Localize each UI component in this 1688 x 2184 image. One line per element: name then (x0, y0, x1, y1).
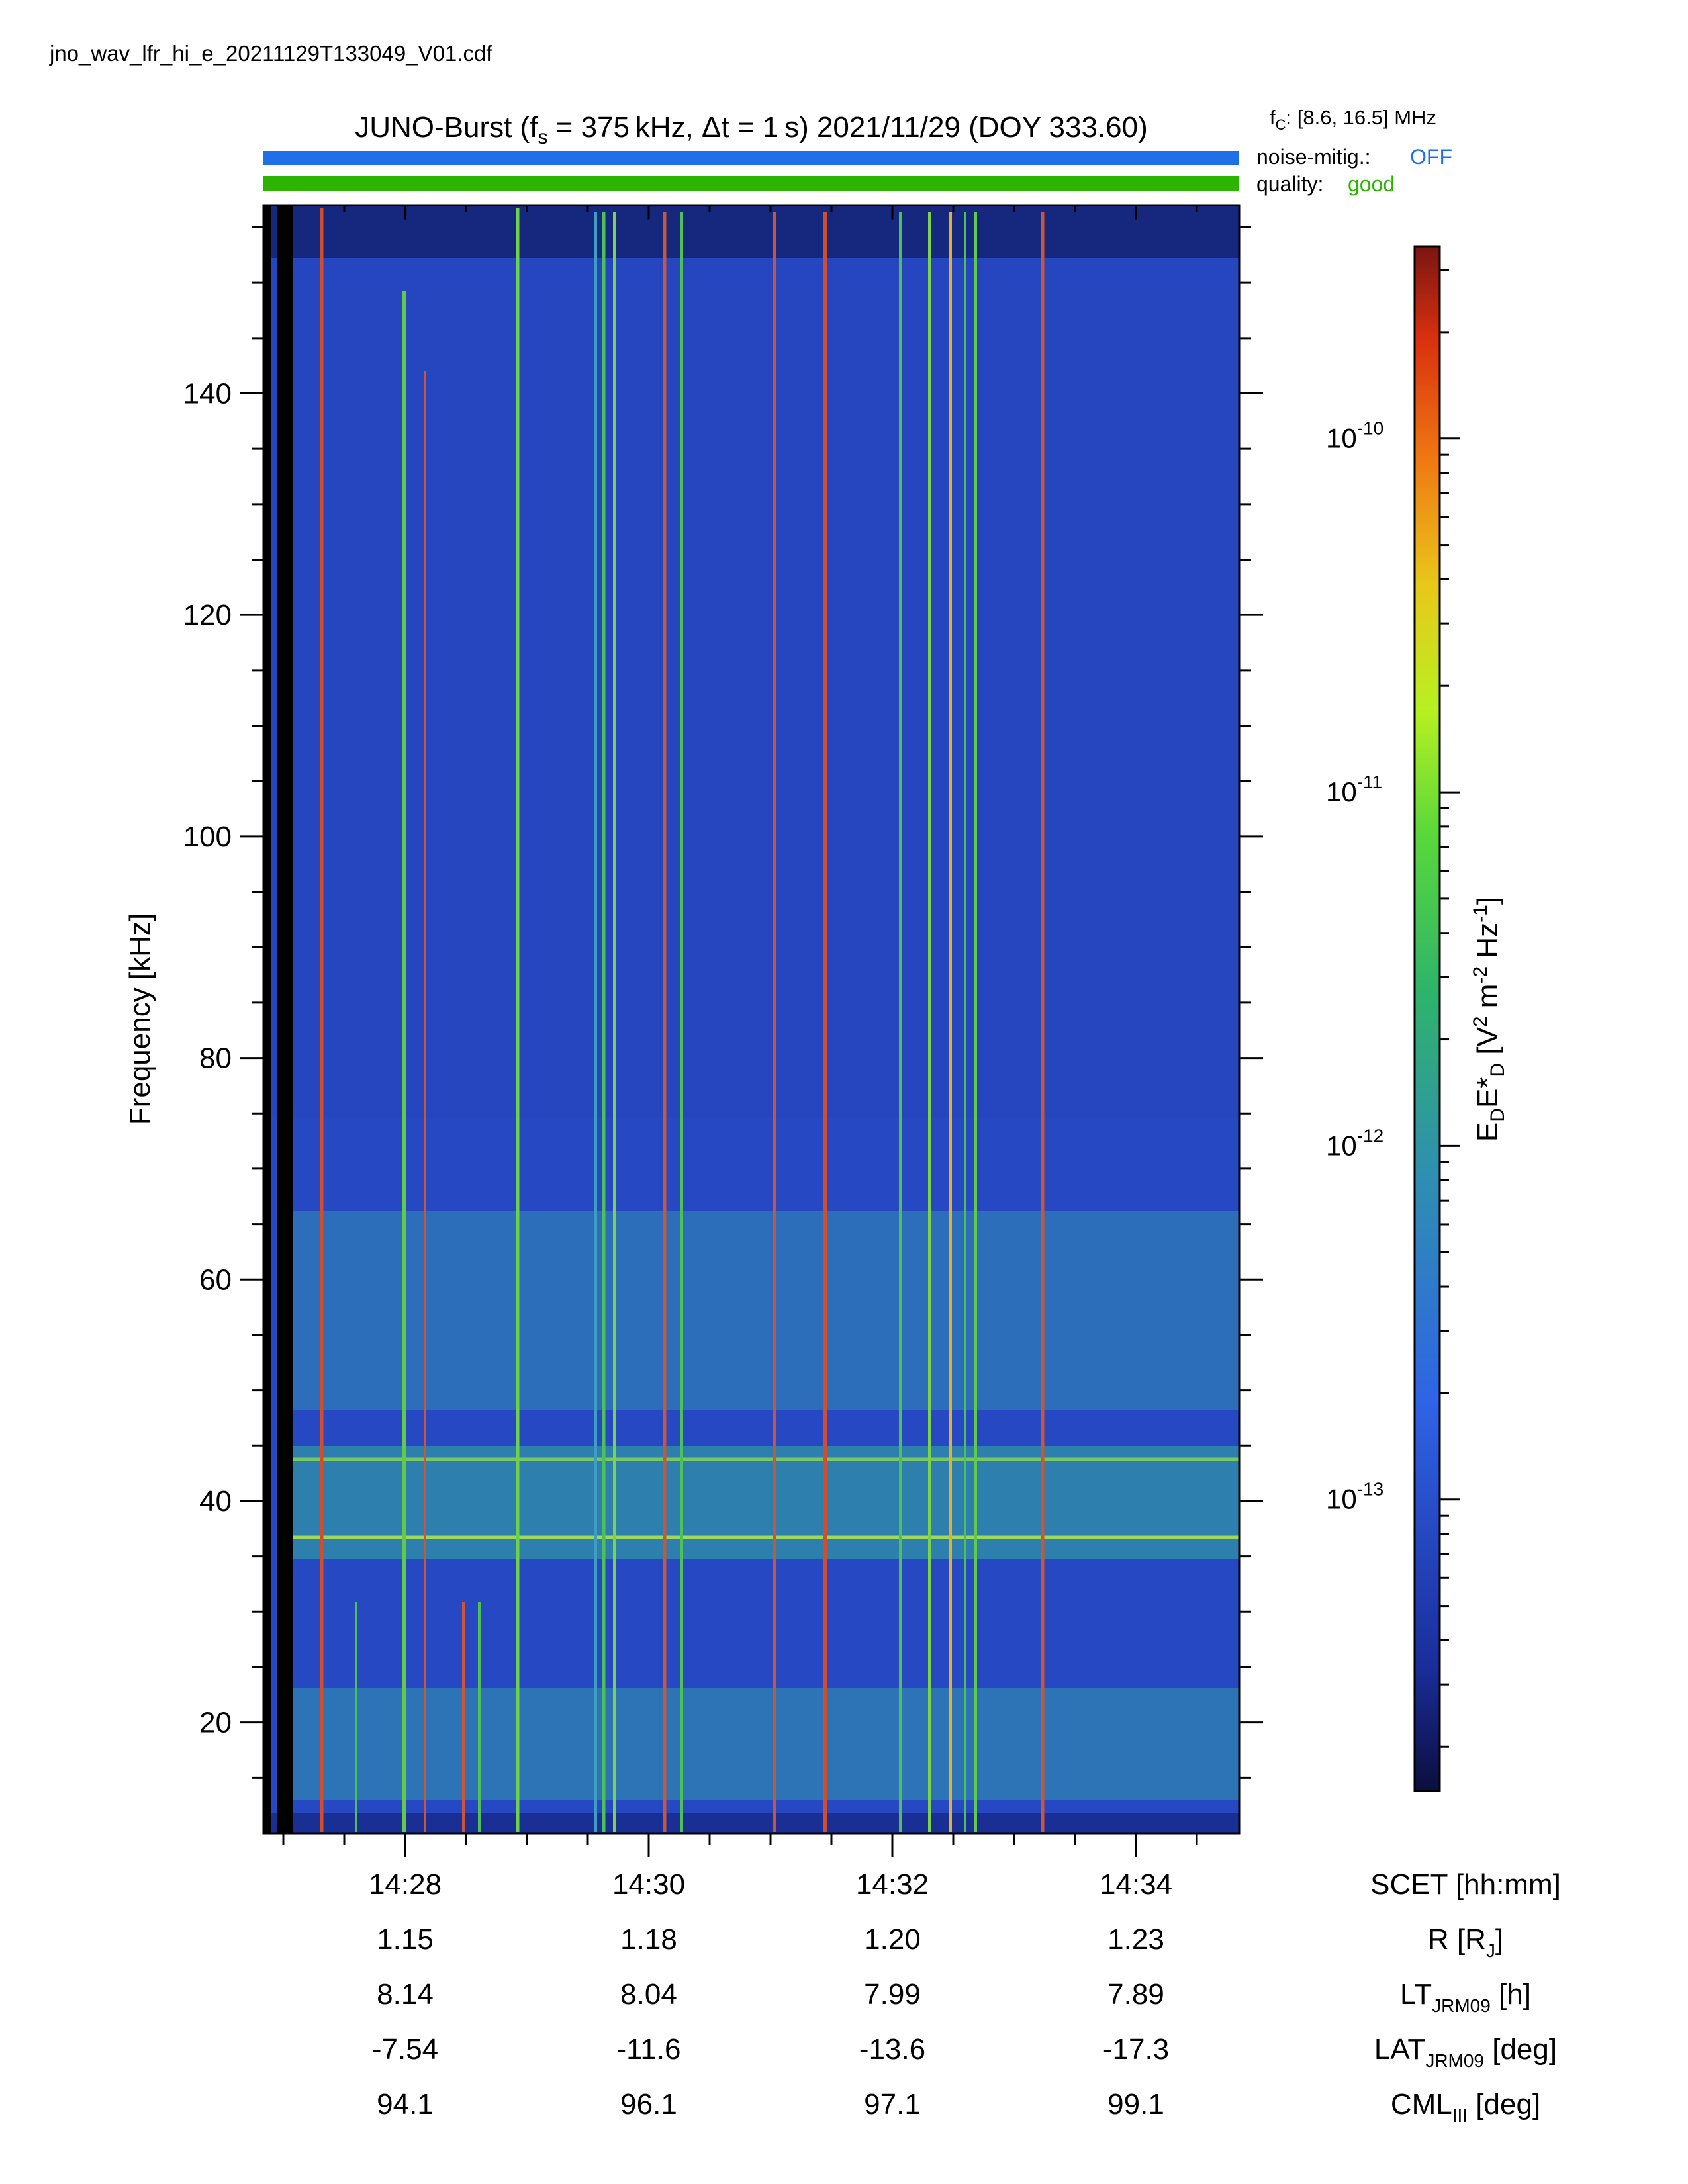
plot-frame (262, 204, 1241, 1835)
colorbar-tick-label: 10-10 (1326, 418, 1383, 454)
y-tick-label: 40 (199, 1485, 232, 1518)
ephemeris-row-label: LATJRM09 [deg] (1374, 2033, 1557, 2071)
spectrogram-upper-region (263, 258, 1239, 1118)
ephemeris-value: 7.99 (864, 1978, 921, 2011)
ephemeris-row-label: R [RJ] (1428, 1923, 1503, 1961)
y-tick-label: 140 (183, 377, 232, 410)
noise-mitigation-value: OFF (1410, 145, 1452, 169)
colorbar-label: EDE*D [V2 m-2 Hz-1] (1470, 897, 1509, 1142)
ephemeris-value: -11.6 (616, 2033, 680, 2066)
ephemeris-value: 14:34 (1100, 1868, 1172, 1901)
quality-value: good (1348, 172, 1395, 196)
y-tick-label: 20 (199, 1707, 232, 1739)
spectrogram-plot (263, 205, 1239, 1833)
ephemeris-row-label: SCET [hh:mm] (1370, 1868, 1561, 1901)
colorbar-tick-label: 10-13 (1326, 1479, 1383, 1515)
ephemeris-value: 99.1 (1107, 2088, 1164, 2120)
ephemeris-value: 1.15 (377, 1923, 434, 1956)
ephemeris-value: 1.20 (864, 1923, 921, 1956)
quality-bar (263, 176, 1239, 191)
colorbar-ticks: 10-10 10-11 10-12 10-13 (1326, 269, 1460, 1748)
ephemeris-value: -7.54 (372, 2033, 438, 2066)
noise-mitigation-bar (263, 151, 1239, 165)
ephemeris-value: 96.1 (620, 2088, 677, 2120)
ephemeris-value: 8.14 (377, 1978, 434, 2011)
emission-band-40khz (285, 1446, 1239, 1559)
ephemeris-value: 14:30 (612, 1868, 685, 1901)
ephemeris-row-label: CMLIII [deg] (1391, 2088, 1540, 2126)
chart-title: JUNO-Burst (fs = 375 kHz, Δt = 1 s) 2021… (355, 111, 1148, 148)
spectrogram-bottom-dark-band (263, 1813, 1239, 1833)
ephemeris-row-label: LTJRM09 [h] (1400, 1978, 1531, 2016)
ephemeris-value: 14:28 (369, 1868, 442, 1901)
ephemeris-value: 1.23 (1107, 1923, 1164, 1956)
filename-label: jno_wav_lfr_hi_e_20211129T133049_V01.cdf (49, 41, 492, 66)
colorbar-tick-label: 10-12 (1326, 1125, 1383, 1161)
spectrogram-top-dark-band (263, 205, 1239, 258)
emission-band-60khz (285, 1211, 1239, 1410)
plot-axes: 20 40 60 80 100 120 140 (183, 204, 1263, 1857)
data-gap-stripe (263, 205, 271, 1833)
ephemeris-value: 14:32 (856, 1868, 929, 1901)
y-tick-label: 60 (199, 1263, 232, 1296)
y-tick-label: 100 (183, 821, 232, 853)
y-axis-label: Frequency [kHz] (124, 913, 156, 1125)
y-tick-label: 80 (199, 1042, 232, 1075)
ephemeris-table: 14:28 14:30 14:32 14:34 1.15 1.18 1.20 1.23 8.14… (369, 1868, 1561, 2126)
ephemeris-value: 8.04 (620, 1978, 677, 2011)
quality-label: quality: (1256, 172, 1323, 196)
ephemeris-value: 1.18 (620, 1923, 677, 1956)
ephemeris-value: 94.1 (377, 2088, 434, 2120)
ephemeris-value: -17.3 (1103, 2033, 1169, 2066)
noise-mitigation-label: noise-mitig.: (1256, 145, 1371, 169)
y-tick-label: 120 (183, 599, 232, 631)
ephemeris-value: -13.6 (859, 2033, 925, 2066)
data-gap-stripe-2 (277, 205, 293, 1833)
ephemeris-value: 7.89 (1107, 1978, 1164, 2011)
colorbar-tick-label: 10-11 (1326, 772, 1382, 807)
fc-range-label: fC: [8.6, 16.5] MHz (1270, 106, 1436, 133)
colorbar (1413, 245, 1441, 1792)
ephemeris-value: 97.1 (864, 2088, 921, 2120)
emission-band-20khz (285, 1688, 1239, 1800)
